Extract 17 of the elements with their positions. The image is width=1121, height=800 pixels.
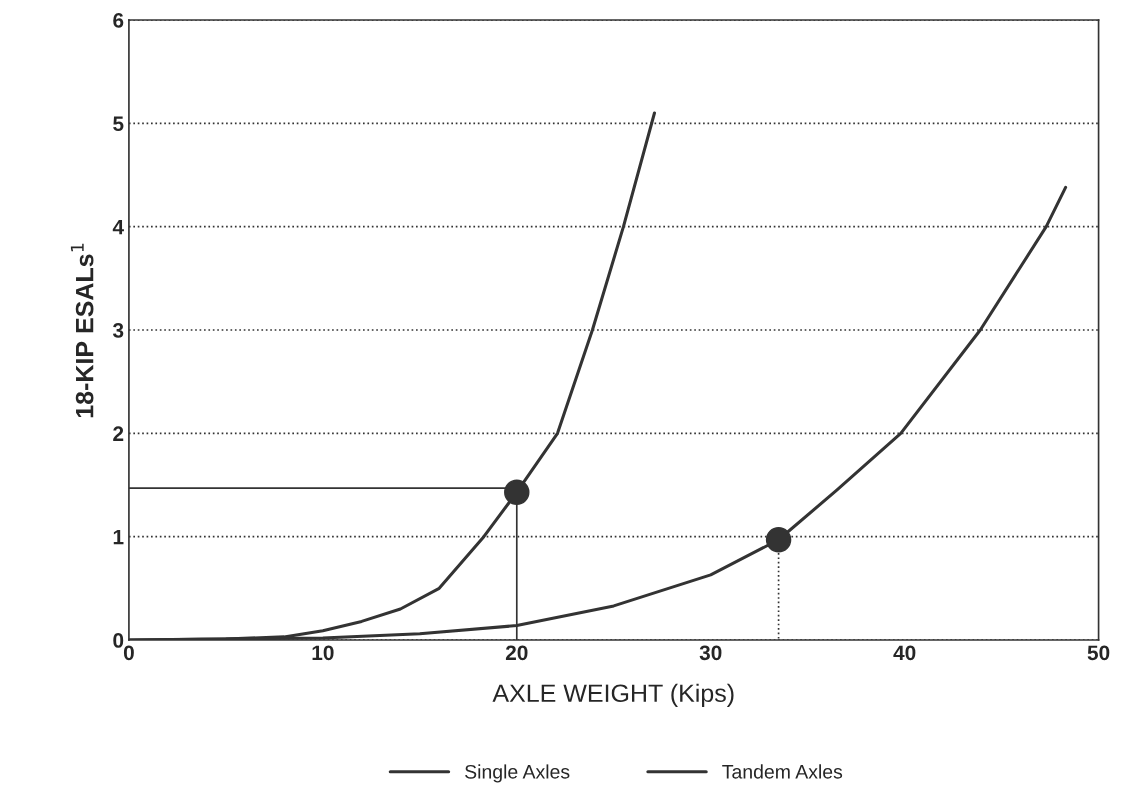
legend-label: Single Axles xyxy=(465,764,570,783)
y-tick-label: 1 xyxy=(113,529,124,545)
legend-label: Tandem Axles xyxy=(722,764,843,779)
y-tick-label: 3 xyxy=(112,323,124,338)
x-tick-label: 10 xyxy=(312,645,334,661)
x-axis-title: AXLE WEIGHT (Kips) xyxy=(492,683,734,708)
y-tick-label: 6 xyxy=(113,13,124,28)
y-tick-label: 4 xyxy=(112,219,124,235)
y-tick-label: 0 xyxy=(113,633,124,648)
x-tick-label: 40 xyxy=(893,645,916,661)
x-tick-label: 30 xyxy=(699,645,722,661)
y-axis-title: 18-KIP ESALs$^{1}$ xyxy=(70,243,94,418)
y-tick-label: 5 xyxy=(113,116,124,132)
x-tick-label: 20 xyxy=(505,645,528,661)
y-tick-label: 2 xyxy=(113,426,124,441)
x-tick-label: 50 xyxy=(1087,645,1110,661)
x-tick-label: 0 xyxy=(123,645,134,661)
